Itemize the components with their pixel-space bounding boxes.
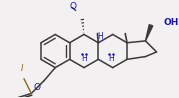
- Text: H: H: [97, 32, 103, 41]
- Polygon shape: [146, 25, 153, 41]
- Text: H: H: [108, 54, 114, 63]
- Text: I: I: [21, 64, 23, 73]
- Text: O: O: [33, 83, 40, 92]
- Text: H: H: [81, 54, 87, 63]
- Text: O: O: [70, 1, 77, 10]
- Text: OH: OH: [164, 18, 179, 27]
